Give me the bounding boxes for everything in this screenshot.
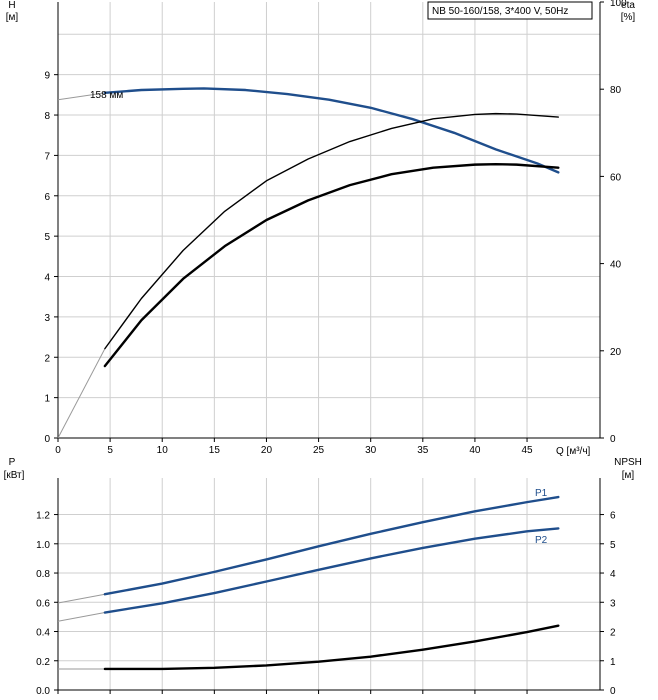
bottom-curve-p1 <box>103 495 560 596</box>
top-y-tick-label: 2 <box>44 353 50 364</box>
top-y-tick-label: 1 <box>44 394 50 405</box>
chart-legend: NB 50-160/158, 3*400 V, 50Hz <box>427 1 593 20</box>
top-y-tick-label: 0 <box>44 434 50 445</box>
x-tick-label: 45 <box>521 445 533 456</box>
bottom-curve-p2 <box>103 527 560 614</box>
x-tick-label: 35 <box>417 445 429 456</box>
x-tick-label: 30 <box>365 445 377 456</box>
x-tick-label: 5 <box>107 445 113 456</box>
x-tick-label: 0 <box>55 445 61 456</box>
top-y2-tick-label: 20 <box>610 347 622 358</box>
bottom-y2-tick-label: 0 <box>610 686 616 697</box>
bottom-y-axis-title: P <box>9 457 16 468</box>
x-tick-label: 20 <box>261 445 273 456</box>
bottom-y2-tick-label: 3 <box>610 598 616 609</box>
top-y-axis-title: H <box>8 0 15 11</box>
bottom-y-tick-label: 0.6 <box>36 598 50 609</box>
bottom-series <box>57 495 560 671</box>
bottom-curve-series-2 <box>103 624 560 671</box>
top-curve-lead-in-series-1 <box>57 348 106 439</box>
top-grid <box>58 2 600 438</box>
top-curve-158-мм <box>103 87 560 174</box>
x-tick-label: 40 <box>469 445 481 456</box>
bottom-y-tick-label: 0.2 <box>36 657 50 668</box>
top-y2-tick-label: 60 <box>610 172 622 183</box>
top-y-tick-label: 3 <box>44 313 50 324</box>
top-y2-axis-title: eta <box>621 0 635 11</box>
x-tick-label: 15 <box>209 445 221 456</box>
top-y2-tick-label: 100 <box>610 0 627 9</box>
top-y-tick-label: 9 <box>44 71 50 82</box>
curve-label-158mm: 158 мм <box>90 90 123 101</box>
chart-title: NB 50-160/158, 3*400 V, 50Hz <box>432 6 568 17</box>
top-y2-tick-label: 0 <box>610 434 616 445</box>
bottom-y2-axis-unit: [м] <box>622 470 635 481</box>
curve-label-p1: P1 <box>535 488 548 499</box>
top-y2-axis-unit: [%] <box>621 12 636 23</box>
bottom-y-tick-label: 0.4 <box>36 628 50 639</box>
bottom-y-tick-label: 0.0 <box>36 686 50 697</box>
bottom-y2-tick-label: 4 <box>610 569 616 580</box>
x-tick-label: 10 <box>157 445 169 456</box>
top-y-tick-label: 6 <box>44 192 50 203</box>
bottom-y2-tick-label: 1 <box>610 657 616 668</box>
bottom-curve-lead-in-p1 <box>57 593 105 604</box>
top-curve-lead-in-158-мм <box>57 92 105 101</box>
top-y-tick-label: 5 <box>44 232 50 243</box>
bottom-y-tick-label: 1.2 <box>36 511 50 522</box>
top-y-tick-label: 8 <box>44 111 50 122</box>
top-curve-series-2 <box>103 162 560 368</box>
bottom-y2-tick-label: 6 <box>610 511 616 522</box>
top-y-tick-label: 4 <box>44 273 50 284</box>
bottom-y-tick-label: 0.8 <box>36 569 50 580</box>
bottom-y-tick-label: 1.0 <box>36 540 50 551</box>
x-tick-label: 25 <box>313 445 325 456</box>
top-y2-tick-label: 40 <box>610 260 622 271</box>
bottom-y2-axis-title: NPSH <box>614 457 642 468</box>
top-y-tick-label: 7 <box>44 151 50 162</box>
top-y-axis-unit: [м] <box>6 12 19 23</box>
bottom-y2-tick-label: 2 <box>610 628 616 639</box>
bottom-y-axis-unit: [кВт] <box>4 470 25 481</box>
bottom-ticks: 0.0 0.2 0.4 0.6 0.8 1.0 1.2 0 1 2 3 4 5 6 <box>36 511 616 697</box>
top-curve-series-1 <box>104 112 560 350</box>
top-x-axis-title: Q [м³/ч] <box>556 446 591 457</box>
top-series <box>57 87 560 439</box>
bottom-y2-tick-label: 5 <box>610 540 616 551</box>
top-y2-tick-label: 80 <box>610 85 622 96</box>
bottom-plot: 0.0 0.2 0.4 0.6 0.8 1.0 1.2 0 1 2 3 4 5 6 P [кВт] NPS… <box>4 457 642 697</box>
bottom-grid <box>58 478 600 690</box>
curve-label-p2: P2 <box>535 535 548 546</box>
legend-box <box>427 1 593 20</box>
bottom-curve-lead-in-p2 <box>57 612 105 622</box>
